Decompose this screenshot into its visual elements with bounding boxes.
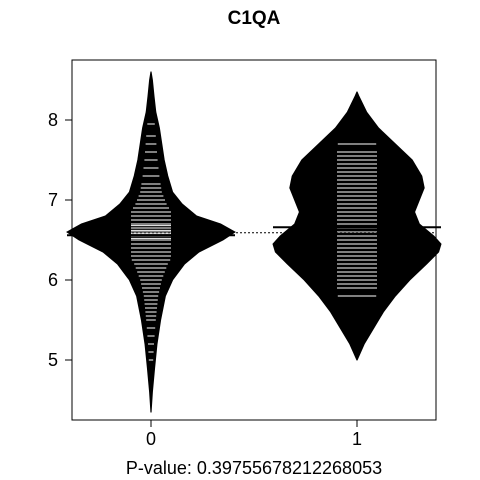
x-axis-label: P-value: 0.39755678212268053 [126, 458, 382, 478]
group-mean-layer [67, 226, 441, 237]
bean-0 [66, 71, 236, 413]
y-tick-label-7: 7 [48, 190, 58, 210]
y-tick-label-8: 8 [48, 110, 58, 130]
chart-title: C1QA [228, 8, 281, 29]
y-tick-label-6: 6 [48, 270, 58, 290]
observation-lines-layer [131, 123, 377, 361]
x-tick-label-1: 1 [352, 429, 362, 449]
bean-1 [272, 91, 442, 361]
y-tick-label-5: 5 [48, 350, 58, 370]
y-axis: 5 6 7 8 [48, 110, 73, 370]
beans-layer [66, 71, 442, 413]
x-tick-label-0: 0 [146, 429, 156, 449]
